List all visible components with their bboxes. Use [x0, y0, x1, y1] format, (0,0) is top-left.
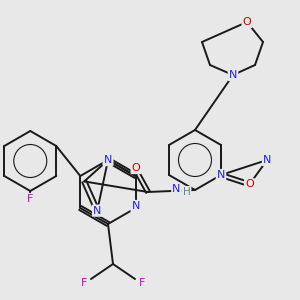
Text: H: H — [183, 187, 190, 197]
Text: F: F — [139, 278, 145, 288]
Text: N: N — [263, 155, 271, 165]
Text: N: N — [217, 170, 225, 180]
Text: N: N — [131, 201, 140, 211]
Text: F: F — [81, 278, 87, 288]
Text: N: N — [229, 70, 237, 80]
Text: N: N — [172, 184, 181, 194]
Text: O: O — [245, 179, 254, 189]
Text: O: O — [132, 163, 140, 173]
Text: N: N — [93, 206, 101, 216]
Text: N: N — [104, 155, 112, 165]
Text: O: O — [243, 17, 251, 27]
Text: N: N — [104, 155, 112, 165]
Text: F: F — [27, 194, 34, 204]
